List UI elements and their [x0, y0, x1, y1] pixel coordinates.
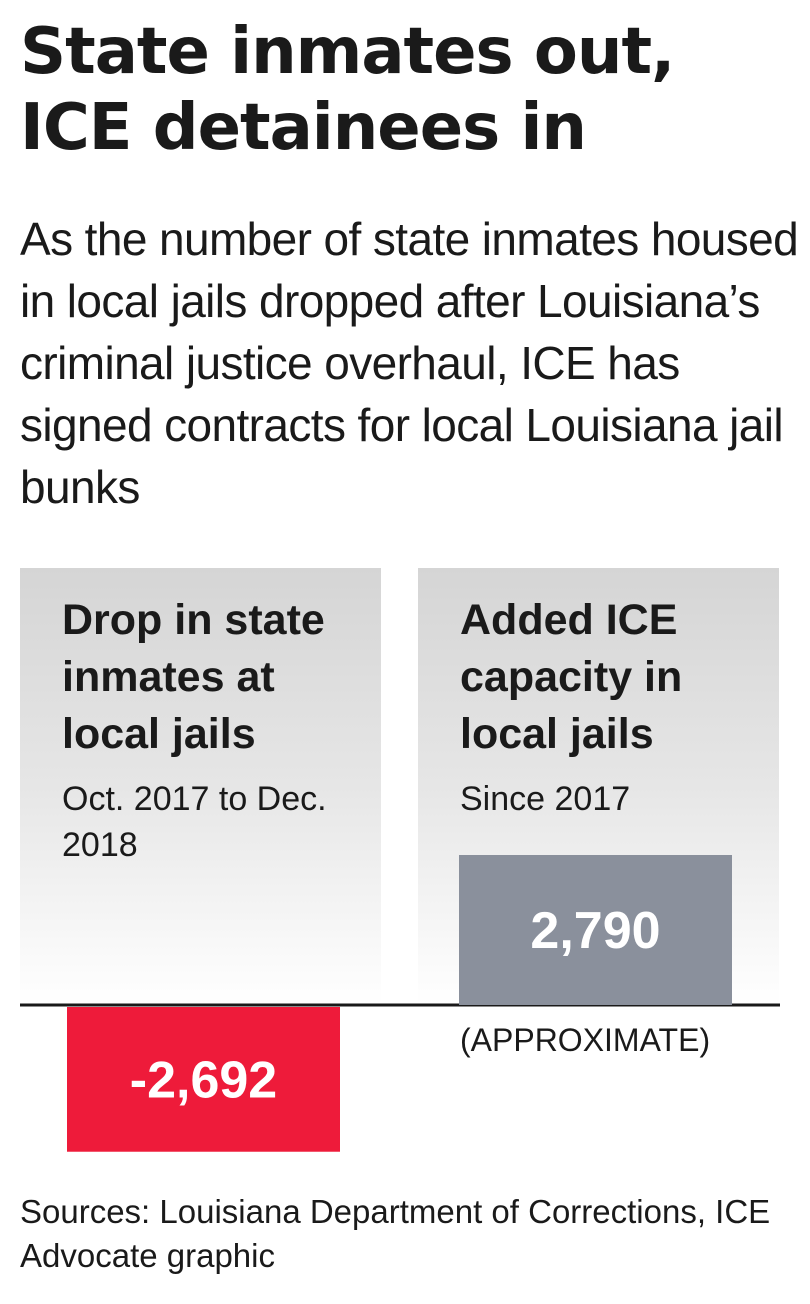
- sources-note: Sources: Louisiana Department of Correct…: [20, 1190, 800, 1278]
- chart-title: State inmates out, ICE detainees in: [20, 15, 675, 165]
- bar-value-label: -2,692: [130, 1051, 277, 1109]
- panel-period: Since 2017: [460, 780, 631, 818]
- approximate-note: (APPROXIMATE): [460, 1022, 711, 1058]
- panel-state-inmates: Drop in state inmates at local jails Oct…: [20, 568, 381, 1004]
- bar-state-inmates: [67, 1007, 340, 1152]
- panel-period: Oct. 2017 to Dec. 2018: [62, 780, 327, 864]
- panel-heading: Drop in state inmates at local jails: [62, 596, 325, 758]
- credit-text: Advocate graphic: [20, 1237, 275, 1274]
- chart-subtitle: As the number of state inmates housed in…: [20, 213, 799, 513]
- sources-text: Sources: Louisiana Department of Correct…: [20, 1193, 771, 1230]
- bar-value-label: 2,790: [530, 902, 660, 960]
- bar-ice-capacity: [459, 855, 732, 1005]
- panel-heading: Added ICE capacity in local jails: [460, 596, 683, 758]
